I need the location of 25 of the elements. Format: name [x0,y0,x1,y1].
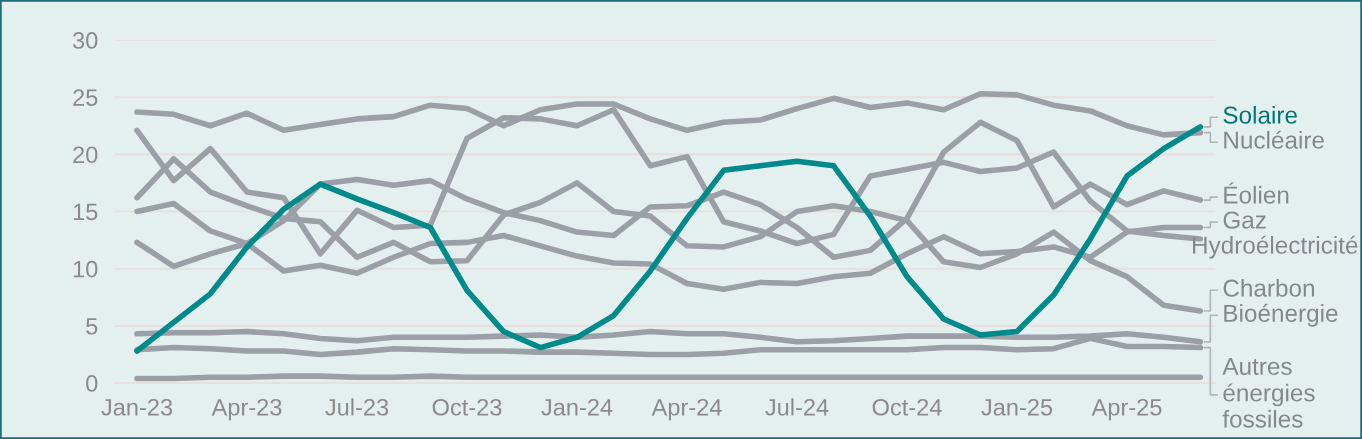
series-label: Nucléaire [1224,130,1324,149]
y-tick-label: 15 [73,203,98,221]
y-tick-label: 10 [73,260,98,278]
series-label: Éolien [1224,182,1289,204]
series-label: Charbon [1223,278,1314,297]
x-tick-label: Jan-25 [981,398,1053,416]
series-label: Gaz [1223,211,1266,229]
x-tick-label: Jul-23 [325,398,389,416]
series-label: Hydroélectricité [1192,235,1358,259]
series-label: Autres énergies fossiles [1222,358,1315,428]
x-tick-label: Apr-24 [651,398,722,421]
x-tick-label: Jan-24 [541,398,613,416]
series-label: Bioénergie [1224,303,1338,327]
x-tick-label: Apr-25 [1091,398,1162,421]
y-tick-label: 0 [86,375,98,392]
y-tick-label: 25 [73,89,98,106]
series-label: Solaire [1223,105,1297,124]
y-tick-label: 20 [73,146,98,164]
y-tick-label: 5 [86,318,98,335]
x-tick-label: Oct-23 [432,398,502,416]
y-tick-label: 30 [72,32,98,49]
x-tick-label: Jan-23 [101,398,173,416]
x-tick-label: Jul-24 [765,398,829,416]
x-tick-label: Oct-24 [872,398,942,416]
x-tick-label: Apr-23 [211,398,282,421]
